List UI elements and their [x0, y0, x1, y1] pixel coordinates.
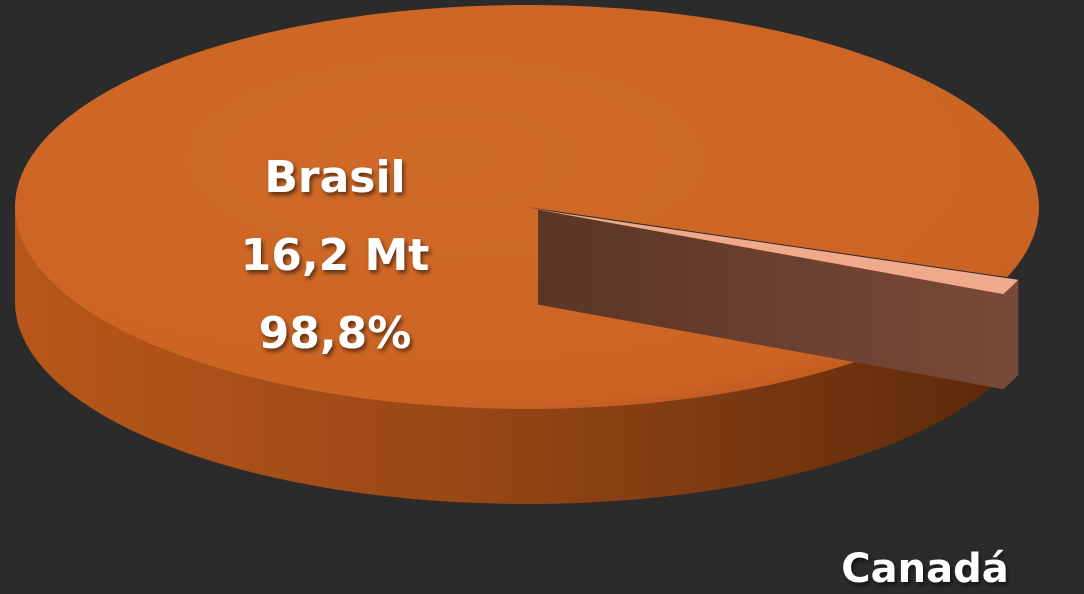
brasil-slice-side	[14, 207, 993, 505]
brasil-label-value: 16,2 Mt	[241, 230, 430, 281]
canada-slice-side	[538, 209, 1019, 390]
brasil-label-percent: 98,8%	[259, 308, 412, 359]
brasil-label-name: Brasil	[264, 152, 405, 203]
brasil-data-label: Brasil 16,2 Mt 98,8%	[241, 152, 430, 359]
canada-data-label: Canadá	[841, 546, 1008, 592]
canada-slice-top	[538, 209, 1019, 295]
canada-label-name: Canadá	[841, 546, 1008, 590]
canada-slice	[538, 209, 1019, 390]
brasil-slice	[14, 5, 1039, 505]
